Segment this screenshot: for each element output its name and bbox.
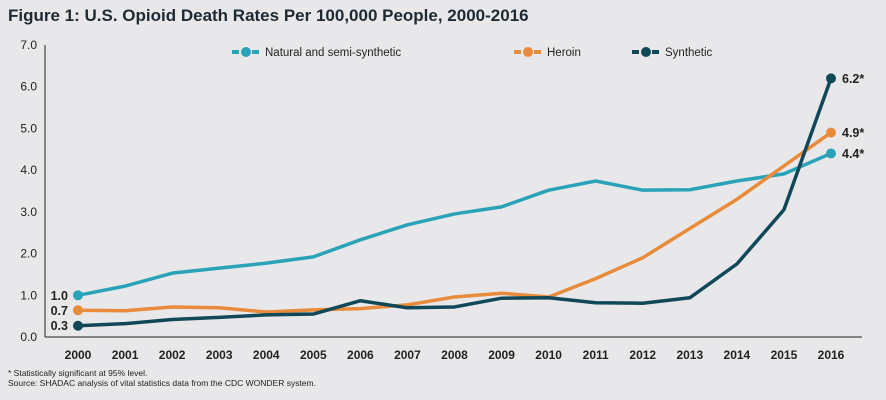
y-tick-label: 6.0 bbox=[20, 80, 37, 94]
x-tick-label: 2009 bbox=[488, 348, 515, 362]
y-tick-label: 5.0 bbox=[20, 121, 37, 135]
x-tick-label: 2010 bbox=[535, 348, 562, 362]
x-tick-label: 2007 bbox=[394, 348, 421, 362]
y-tick-label: 4.0 bbox=[20, 163, 37, 177]
legend-swatch-marker bbox=[641, 47, 651, 57]
start-data-label: 0.3 bbox=[51, 319, 68, 333]
y-tick-label: 7.0 bbox=[20, 38, 37, 52]
series-line-0 bbox=[77, 151, 832, 298]
series-line-2 bbox=[77, 77, 833, 328]
y-tick-label: 2.0 bbox=[20, 247, 37, 261]
legend-label: Synthetic bbox=[665, 47, 713, 59]
end-data-label: 4.9* bbox=[842, 126, 864, 140]
x-tick-label: 2004 bbox=[253, 348, 280, 362]
x-tick-label: 2012 bbox=[629, 348, 656, 362]
end-point-marker bbox=[826, 127, 836, 138]
x-tick-label: 2005 bbox=[300, 348, 327, 362]
end-point-marker bbox=[826, 73, 836, 84]
footnote-significance: * Statistically significant at 95% level… bbox=[8, 368, 148, 378]
x-tick-label: 2000 bbox=[65, 348, 92, 362]
end-data-label: 6.2* bbox=[842, 72, 864, 86]
legend-swatch-marker bbox=[241, 47, 251, 57]
end-point-marker bbox=[826, 148, 836, 159]
y-tick-label: 0.0 bbox=[20, 330, 37, 344]
x-tick-label: 2003 bbox=[206, 348, 233, 362]
x-tick-label: 2016 bbox=[818, 348, 845, 362]
legend-swatch-marker bbox=[523, 47, 533, 57]
x-tick-label: 2014 bbox=[724, 348, 751, 362]
x-tick-label: 2013 bbox=[676, 348, 703, 362]
start-point-marker bbox=[73, 290, 83, 301]
x-tick-label: 2008 bbox=[441, 348, 468, 362]
footnote-source: Source: SHADAC analysis of vital statist… bbox=[8, 378, 316, 388]
legend-label: Natural and semi-synthetic bbox=[265, 47, 401, 59]
x-tick-label: 2006 bbox=[347, 348, 374, 362]
end-data-label: 4.4* bbox=[842, 147, 864, 161]
x-tick-label: 2015 bbox=[771, 348, 798, 362]
start-point-marker bbox=[73, 320, 83, 331]
start-point-marker bbox=[73, 305, 83, 316]
legend-label: Heroin bbox=[547, 47, 581, 59]
y-tick-label: 1.0 bbox=[20, 288, 37, 302]
series-line-1 bbox=[77, 131, 833, 314]
start-data-label: 0.7 bbox=[51, 304, 68, 318]
x-tick-label: 2002 bbox=[159, 348, 186, 362]
chart-title: Figure 1: U.S. Opioid Death Rates Per 10… bbox=[8, 6, 529, 25]
x-tick-label: 2011 bbox=[583, 348, 609, 362]
start-data-label: 1.0 bbox=[51, 289, 68, 303]
y-tick-label: 3.0 bbox=[20, 205, 37, 219]
x-tick-label: 2001 bbox=[112, 348, 139, 362]
